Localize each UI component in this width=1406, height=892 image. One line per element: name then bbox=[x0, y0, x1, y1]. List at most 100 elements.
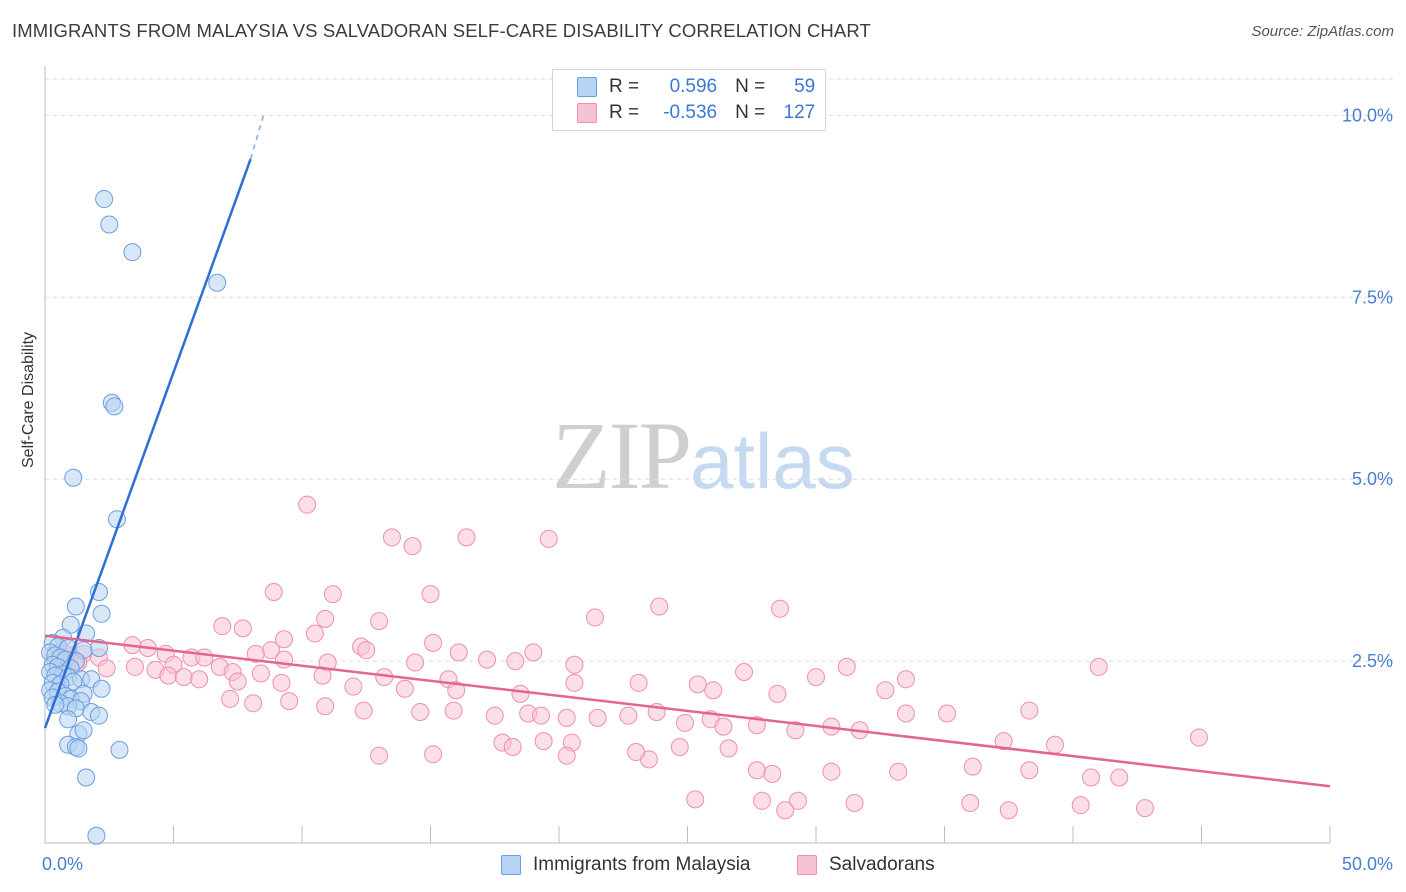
salvadorans-point bbox=[316, 697, 335, 716]
salvadorans-point bbox=[357, 641, 376, 660]
salvadorans-point bbox=[264, 582, 283, 601]
salvadorans-point bbox=[424, 745, 443, 764]
legend-n-key: N = bbox=[735, 102, 766, 123]
salvadorans-point bbox=[457, 528, 476, 547]
salvadorans-point bbox=[768, 684, 787, 703]
salvadorans-point bbox=[747, 761, 766, 780]
salvadorans-point bbox=[771, 599, 790, 618]
salvadorans-point bbox=[807, 668, 825, 687]
salvadorans-point bbox=[1081, 768, 1100, 787]
salvadorans-point bbox=[370, 612, 389, 631]
salvadorans-point bbox=[213, 617, 232, 636]
salvadorans-point bbox=[1135, 799, 1154, 818]
salvadorans-point bbox=[354, 701, 373, 720]
trend-lines bbox=[43, 115, 1331, 788]
salvadorans-point bbox=[1020, 701, 1039, 720]
malaysia-point bbox=[89, 706, 108, 725]
malaysia-point bbox=[105, 397, 124, 416]
salvadorans-point bbox=[938, 704, 957, 723]
malaysia-point bbox=[66, 597, 85, 616]
salvadorans-point bbox=[305, 624, 324, 643]
salvadorans-point bbox=[382, 528, 401, 547]
salvadorans-point bbox=[228, 672, 247, 691]
salvadorans-point bbox=[994, 732, 1013, 751]
salvadorans-point bbox=[719, 739, 738, 758]
legend-swatch-malaysia bbox=[577, 77, 597, 97]
legend-row-salvadorans: R = -0.536 N = 127 bbox=[577, 101, 815, 125]
salvadorans-point bbox=[246, 644, 265, 663]
legend-swatch-salvadorans bbox=[577, 103, 597, 123]
salvadorans-point bbox=[686, 790, 705, 809]
malaysia-trend-line bbox=[43, 158, 252, 729]
salvadorans-point bbox=[411, 703, 430, 722]
salvadorans-point bbox=[221, 689, 240, 708]
salvadorans-point bbox=[1089, 657, 1108, 676]
salvadorans-point bbox=[503, 737, 522, 756]
malaysia-point bbox=[74, 721, 93, 740]
salvadorans-point bbox=[786, 721, 805, 740]
malaysia-point bbox=[69, 739, 88, 758]
salvadorans-point bbox=[688, 675, 707, 694]
salvadorans-point bbox=[961, 793, 980, 812]
salvadorans-point bbox=[963, 757, 982, 776]
salvadorans-point bbox=[97, 659, 116, 678]
salvadorans-point bbox=[244, 694, 263, 713]
salvadorans-point bbox=[588, 708, 607, 727]
malaysia-points bbox=[41, 190, 227, 845]
legend-r-value: -0.536 bbox=[663, 102, 718, 123]
salvadorans-point bbox=[280, 692, 299, 711]
salvadorans-point bbox=[485, 706, 504, 725]
salvadorans-point bbox=[650, 597, 669, 616]
malaysia-point bbox=[92, 604, 111, 623]
malaysia-point bbox=[87, 826, 106, 845]
salvadorans-point bbox=[837, 657, 856, 676]
salvadorans-point bbox=[159, 666, 178, 685]
legend-r-value: 0.596 bbox=[669, 76, 718, 97]
salvadorans-point bbox=[619, 706, 638, 725]
salvadorans-point bbox=[395, 679, 414, 698]
salvadorans-point bbox=[565, 655, 584, 674]
salvadorans-point bbox=[822, 762, 841, 781]
salvadorans-point bbox=[1189, 728, 1208, 747]
chart-title: IMMIGRANTS FROM MALAYSIA VS SALVADORAN S… bbox=[12, 20, 871, 41]
salvadorans-point bbox=[747, 716, 766, 735]
legend-r-key: R = bbox=[609, 76, 640, 97]
salvadorans-point bbox=[424, 633, 443, 652]
salvadorans-point bbox=[557, 708, 576, 727]
salvadorans-point bbox=[298, 495, 317, 514]
salvadorans-point bbox=[403, 537, 422, 556]
salvadorans-trend-line bbox=[44, 634, 1331, 788]
bottom-legend-malaysia: Immigrants from Malaysia bbox=[501, 852, 751, 878]
salvadorans-point bbox=[534, 732, 553, 751]
salvadorans-point bbox=[190, 670, 209, 689]
salvadorans-point bbox=[344, 677, 363, 696]
y-tick-label: 2.5% bbox=[1352, 651, 1393, 671]
salvadorans-point bbox=[735, 663, 754, 682]
salvadorans-point bbox=[1110, 768, 1129, 787]
salvadorans-point bbox=[763, 764, 782, 783]
legend-r-key: R = bbox=[609, 102, 640, 123]
salvadorans-point bbox=[557, 746, 576, 765]
salvadorans-point bbox=[675, 713, 694, 732]
salvadorans-point bbox=[233, 619, 252, 638]
salvadorans-point bbox=[627, 743, 646, 762]
salvadorans-point bbox=[174, 668, 193, 687]
y-tick-label: 7.5% bbox=[1352, 287, 1393, 307]
salvadorans-point bbox=[421, 585, 440, 604]
salvadorans-point bbox=[323, 585, 342, 604]
salvadorans-point bbox=[896, 704, 915, 723]
salvadorans-point bbox=[585, 608, 604, 627]
tick-labels: 2.5% 5.0% 7.5% 10.0% 0.0% 50.0% bbox=[42, 105, 1393, 874]
salvadorans-point bbox=[876, 681, 895, 700]
salvadorans-point bbox=[506, 652, 525, 671]
salvadorans-point bbox=[1046, 735, 1065, 754]
salvadorans-point bbox=[478, 650, 497, 669]
bottom-legend-label-salvadorans: Salvadorans bbox=[829, 854, 935, 875]
salvadorans-point bbox=[275, 630, 294, 649]
salvadorans-point bbox=[704, 681, 723, 700]
salvadorans-point bbox=[447, 681, 466, 700]
axes bbox=[44, 66, 1331, 844]
legend-row-malaysia: R = 0.596 N = 59 bbox=[577, 75, 815, 99]
malaysia-point bbox=[123, 243, 142, 262]
